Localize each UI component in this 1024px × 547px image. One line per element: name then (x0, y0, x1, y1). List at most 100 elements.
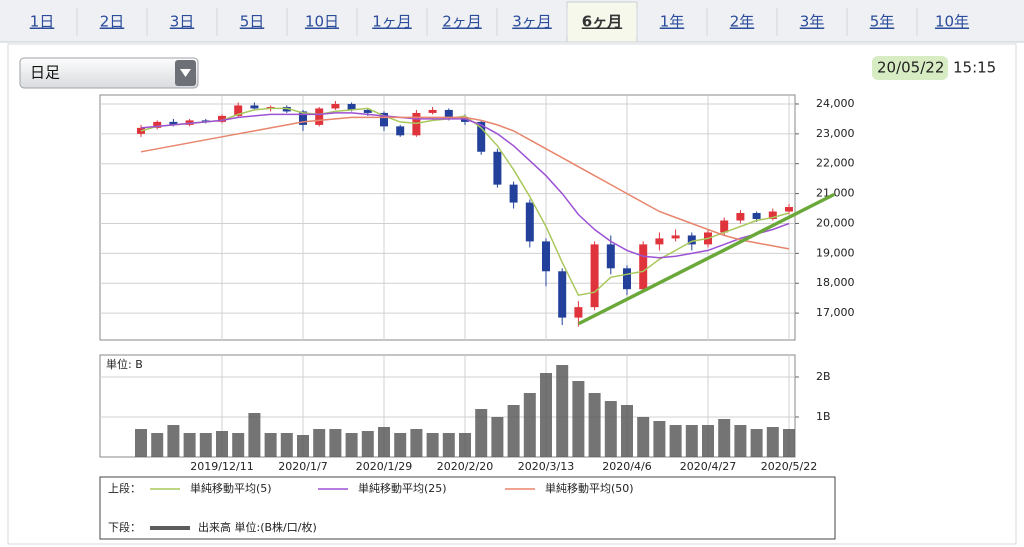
volume-bar (394, 433, 407, 457)
candle-body (396, 126, 405, 136)
candle-body (525, 202, 534, 242)
volume-bar (702, 425, 714, 457)
candle-body (331, 103, 340, 109)
volume-bar (442, 433, 455, 457)
candle-body (655, 238, 664, 245)
y-tick-label: 22,000 (816, 157, 855, 170)
time: 15:15 (953, 59, 996, 77)
x-tick-label: 2020/1/7 (278, 460, 327, 473)
dropdown[interactable]: 日足 (19, 57, 199, 89)
candle-body (736, 213, 745, 221)
legend-label: 単純移動平均(50) (545, 481, 634, 495)
y-tick-label: 21,000 (816, 187, 855, 200)
candle-body (606, 244, 615, 269)
x-tick-label: 2020/4/6 (602, 460, 651, 473)
volume-bar (329, 429, 342, 457)
dropdown-label[interactable]: 日足 (30, 64, 60, 82)
volume-bar (135, 429, 147, 457)
volume-bar (766, 427, 779, 457)
y-tick-label: 20,000 (816, 216, 855, 229)
candle-body (169, 121, 178, 125)
candle-body (671, 235, 680, 239)
tab-selected-bg[interactable] (566, 1, 638, 43)
tab[interactable]: 1日 (30, 13, 55, 31)
volume-bar (378, 427, 390, 457)
trend-line (578, 193, 835, 325)
date: 20/05/22 (877, 59, 944, 77)
legend-heading: 上段： (108, 481, 141, 495)
volume-bar (345, 433, 358, 457)
tab[interactable]: 5年 (870, 13, 895, 31)
volume-bar (151, 433, 164, 457)
candle-body (444, 109, 453, 118)
volume-bar (264, 433, 277, 457)
volume-bar (426, 433, 439, 457)
candle-body (509, 184, 518, 203)
volume-bar (216, 431, 228, 457)
tab[interactable]: 3年 (800, 13, 825, 31)
volume-bar (718, 419, 731, 457)
tab[interactable]: 6ヶ月 (582, 13, 622, 31)
tab[interactable]: 3ヶ月 (512, 13, 552, 31)
tab[interactable]: 2日 (100, 13, 125, 31)
candle-body (785, 207, 793, 212)
candle-body (428, 109, 437, 113)
tab[interactable]: 1ヶ月 (372, 13, 412, 31)
x-tick-label: 2020/4/27 (680, 460, 736, 473)
volume-bar (556, 365, 569, 457)
candle-body (347, 103, 356, 110)
moving-average-line (140, 107, 790, 297)
candle-body (542, 241, 550, 272)
volume-bar (507, 405, 520, 457)
candle-body (477, 121, 486, 152)
candle-body (299, 111, 307, 125)
legend-label: 出来高 単位:(B株/口/枚) (198, 520, 317, 534)
volume-bar (734, 425, 747, 457)
volume-bar (669, 425, 682, 457)
content: 1日 2日 3日 5日 10日 1ヶ月 2ヶ月 3ヶ月 6ヶ月 1年 2年 3年 5年 10年 17,000… (30, 1, 969, 534)
candle-body (687, 235, 696, 245)
tab[interactable]: 10日 (305, 13, 339, 31)
tab[interactable]: 2年 (730, 13, 755, 31)
price-plot (99, 94, 796, 341)
volume-bar (167, 425, 180, 457)
x-tick-label: 2019/12/11 (190, 460, 253, 473)
tab[interactable]: 2ヶ月 (442, 13, 482, 31)
candle-body (768, 211, 777, 219)
y-tick-label: 19,000 (816, 246, 855, 259)
candle-body (153, 121, 162, 128)
moving-average-line (140, 112, 790, 259)
volume-bar (491, 417, 504, 457)
candle-body (639, 244, 648, 290)
x-tick-label: 2020/2/20 (437, 460, 493, 473)
volume-bar (248, 413, 261, 457)
tab[interactable]: 3日 (170, 13, 195, 31)
panel (7, 43, 1017, 545)
y-tick-label: 17,000 (816, 306, 855, 319)
x-tick-label: 2020/5/22 (761, 460, 817, 473)
legend-label: 単純移動平均(5) (190, 481, 272, 495)
y-tick-label: 18,000 (816, 276, 855, 289)
volume-bar (183, 433, 196, 457)
y-tick-label: 1B (816, 410, 831, 423)
dropdown-arrow (180, 69, 191, 77)
candle-body (363, 109, 372, 113)
legend-box (99, 476, 836, 540)
volume-bar (280, 433, 293, 457)
candle-body (590, 244, 599, 308)
tab[interactable]: 5日 (240, 13, 265, 31)
candle-body (234, 105, 243, 116)
volume-bar (572, 381, 585, 457)
tab[interactable]: 1年 (660, 13, 685, 31)
candle-body (720, 220, 729, 233)
dropdown-box[interactable] (19, 57, 199, 89)
date-highlight (872, 56, 948, 80)
volume-bar (297, 435, 309, 457)
candle-body (218, 115, 226, 122)
volume-bar (588, 393, 601, 457)
tab[interactable]: 10年 (935, 13, 969, 31)
volume-bar (750, 429, 763, 457)
volume-bar (410, 429, 423, 457)
volume-bar (523, 393, 536, 457)
volume-bar (604, 401, 617, 457)
